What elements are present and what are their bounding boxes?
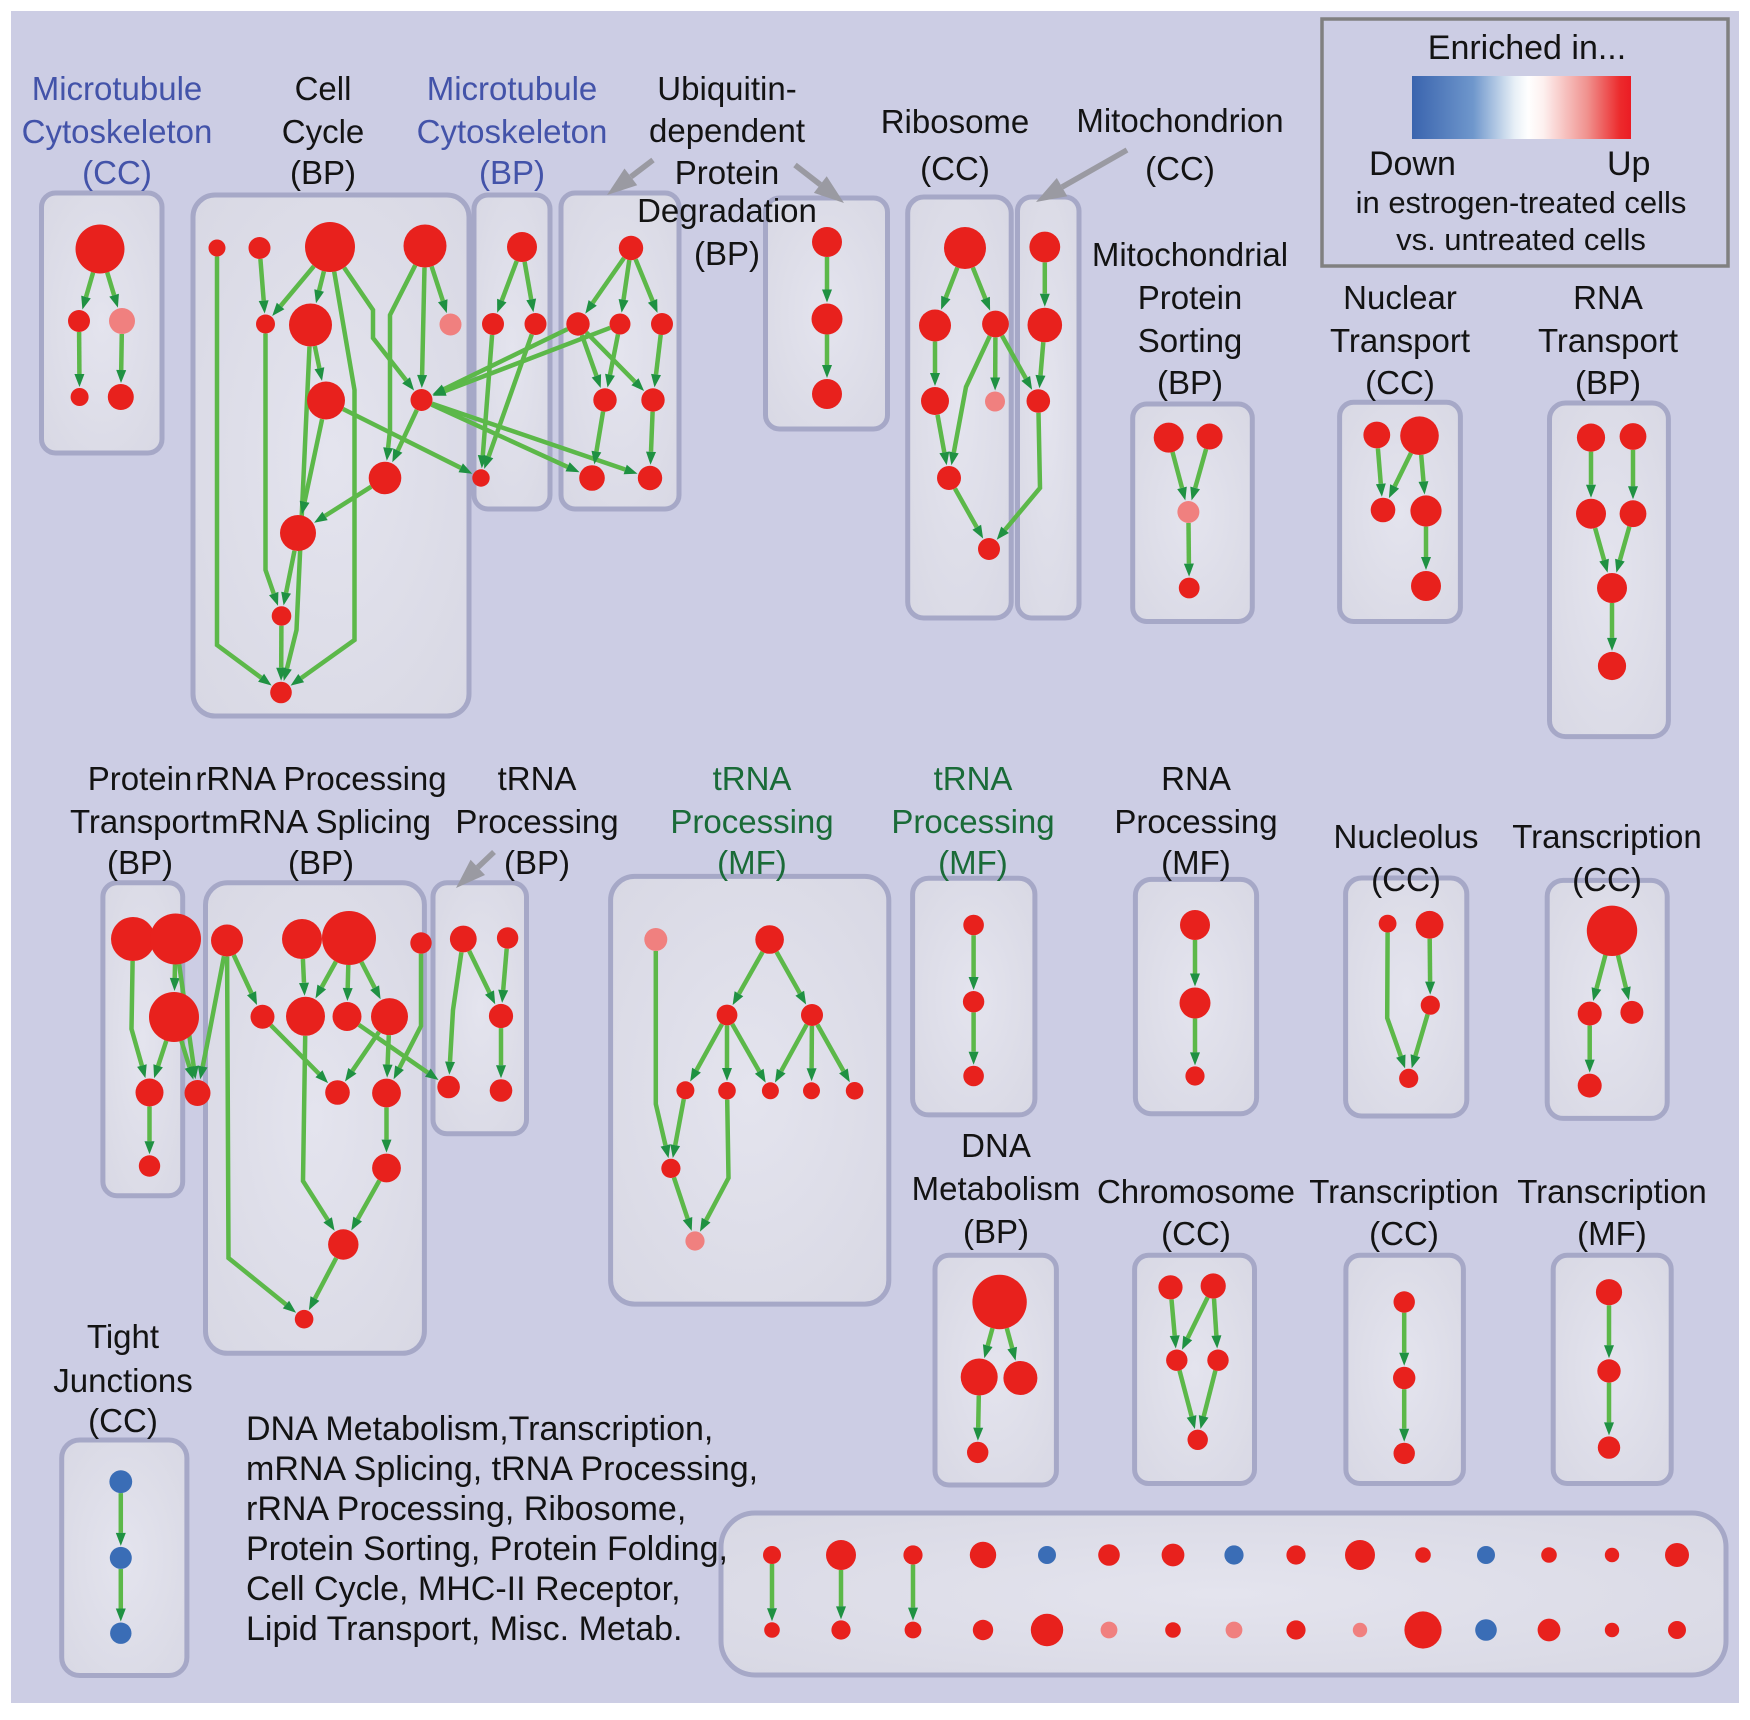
svg-text:DNA Metabolism,Transcription,: DNA Metabolism,Transcription, [246,1410,713,1448]
svg-text:(CC): (CC) [88,1402,158,1439]
svg-text:dependent: dependent [649,112,805,149]
svg-text:(BP): (BP) [1575,364,1641,401]
svg-text:Junctions: Junctions [53,1362,192,1399]
svg-text:Cell Cycle, MHC-II Receptor,: Cell Cycle, MHC-II Receptor, [246,1570,681,1608]
svg-text:(BP): (BP) [963,1213,1029,1250]
svg-text:Degradation: Degradation [637,192,817,229]
svg-text:(MF): (MF) [717,844,787,881]
svg-text:mRNA Splicing, tRNA Processing: mRNA Splicing, tRNA Processing, [246,1450,758,1488]
svg-text:(CC): (CC) [82,154,152,191]
svg-text:Tight: Tight [87,1318,159,1355]
svg-text:Cycle: Cycle [282,113,365,150]
svg-text:(BP): (BP) [504,844,570,881]
svg-text:Sorting: Sorting [1138,322,1243,359]
svg-text:(CC): (CC) [1572,861,1642,898]
svg-text:Metabolism: Metabolism [912,1170,1081,1207]
svg-text:(CC): (CC) [920,150,990,187]
svg-text:in estrogen-treated cells: in estrogen-treated cells [1356,185,1687,220]
svg-text:Transcription: Transcription [1512,818,1702,855]
svg-text:(CC): (CC) [1161,1215,1231,1252]
svg-text:vs. untreated cells: vs. untreated cells [1396,222,1646,257]
svg-text:(BP): (BP) [288,844,354,881]
svg-text:(CC): (CC) [1145,150,1215,187]
svg-text:(MF): (MF) [1161,844,1231,881]
svg-text:(BP): (BP) [1157,364,1223,401]
svg-text:Protein: Protein [88,760,193,797]
svg-text:Protein: Protein [1138,279,1243,316]
svg-text:tRNA: tRNA [713,760,792,797]
svg-text:(MF): (MF) [938,844,1008,881]
svg-text:Microtubule: Microtubule [32,70,203,107]
svg-text:Protein: Protein [675,154,780,191]
svg-text:Nucleolus: Nucleolus [1334,818,1479,855]
svg-text:Transport: Transport [1330,322,1470,359]
svg-text:Processing: Processing [891,803,1054,840]
svg-text:Protein Sorting, Protein Foldi: Protein Sorting, Protein Folding, [246,1530,728,1568]
svg-text:(BP): (BP) [107,844,173,881]
svg-text:Mitochondrion: Mitochondrion [1076,102,1283,139]
svg-text:rRNA Processing: rRNA Processing [195,760,446,797]
svg-text:Lipid Transport, Misc. Metab.: Lipid Transport, Misc. Metab. [246,1610,683,1648]
svg-text:Processing: Processing [455,803,618,840]
svg-text:RNA: RNA [1161,760,1231,797]
svg-text:Enriched in...: Enriched in... [1428,29,1626,67]
svg-text:rRNA Processing, Ribosome,: rRNA Processing, Ribosome, [246,1490,686,1528]
svg-text:Ubiquitin-: Ubiquitin- [657,70,796,107]
svg-text:Up: Up [1607,145,1650,183]
svg-text:tRNA: tRNA [934,760,1013,797]
svg-text:Chromosome: Chromosome [1097,1173,1295,1210]
svg-text:Processing: Processing [670,803,833,840]
svg-text:Processing: Processing [1114,803,1277,840]
svg-text:Transport: Transport [1538,322,1678,359]
svg-text:Ribosome: Ribosome [881,103,1030,140]
svg-text:tRNA: tRNA [498,760,577,797]
svg-text:RNA: RNA [1573,279,1643,316]
svg-text:(BP): (BP) [479,154,545,191]
svg-text:(BP): (BP) [694,235,760,272]
svg-text:mRNA Splicing: mRNA Splicing [211,803,431,840]
svg-text:(MF): (MF) [1577,1215,1647,1252]
svg-text:(CC): (CC) [1365,364,1435,401]
svg-text:(CC): (CC) [1369,1215,1439,1252]
svg-text:Cell: Cell [295,70,352,107]
svg-text:(CC): (CC) [1371,861,1441,898]
svg-text:DNA: DNA [961,1127,1031,1164]
svg-text:Mitochondrial: Mitochondrial [1092,236,1288,273]
svg-text:Cytoskeleton: Cytoskeleton [417,113,608,150]
svg-text:Down: Down [1369,145,1456,183]
svg-text:Transport: Transport [70,803,210,840]
svg-text:(BP): (BP) [290,154,356,191]
svg-text:Nuclear: Nuclear [1343,279,1457,316]
svg-text:Transcription: Transcription [1517,1173,1707,1210]
svg-text:Microtubule: Microtubule [427,70,598,107]
svg-text:Transcription: Transcription [1309,1173,1499,1210]
svg-text:Cytoskeleton: Cytoskeleton [22,113,213,150]
